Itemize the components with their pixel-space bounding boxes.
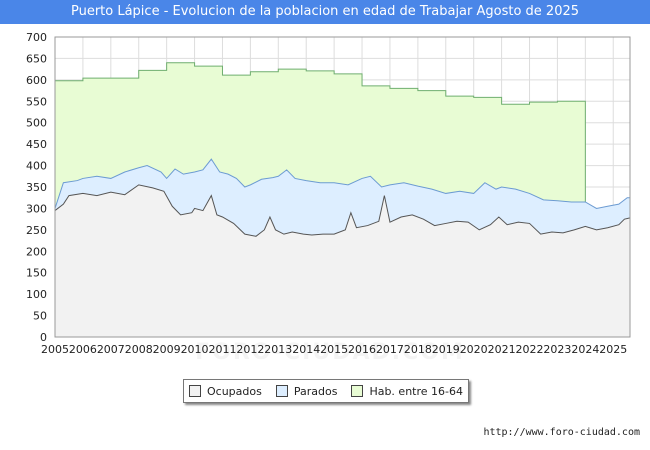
x-axis: 2005 2006 2007 2008 2009 2010 2011 2012 2013 2014… — [41, 343, 627, 356]
x-tick-label: 2019 — [432, 343, 460, 356]
x-tick-label: 2020 — [460, 343, 488, 356]
y-tick-label: 600 — [26, 74, 47, 87]
x-tick-label: 2025 — [599, 343, 627, 356]
x-tick-label: 2015 — [320, 343, 348, 356]
x-tick-label: 2008 — [125, 343, 153, 356]
legend-item-parados: Parados — [275, 384, 338, 398]
y-tick-label: 100 — [26, 288, 47, 301]
x-tick-label: 2014 — [292, 343, 320, 356]
y-axis: 0 50 100 150 200 250 300 350 400 450 500 550 600 650 7… — [26, 31, 47, 344]
legend-swatch-ocupados — [188, 385, 201, 397]
x-tick-label: 2018 — [404, 343, 432, 356]
legend-label-parados: Parados — [293, 384, 338, 398]
y-tick-label: 550 — [26, 95, 47, 108]
x-tick-label: 2017 — [376, 343, 404, 356]
watermark: FORO-CIUDAD.COM — [130, 340, 530, 365]
chart-title: Puerto Lápice - Evolucion de la poblacio… — [0, 0, 650, 24]
y-tick-label: 200 — [26, 245, 47, 258]
series-areas — [54, 62, 631, 337]
y-tick-label: 250 — [26, 224, 47, 237]
y-tick-label: 300 — [26, 202, 47, 215]
x-tick-label: 2011 — [208, 343, 236, 356]
y-tick-label: 650 — [26, 52, 47, 65]
ocupados-area — [55, 184, 630, 337]
legend-swatch-parados — [275, 385, 288, 397]
x-tick-label: 2009 — [153, 343, 181, 356]
legend-swatch-hab — [351, 385, 364, 397]
x-tick-label: 2024 — [571, 343, 599, 356]
x-tick-label: 2010 — [181, 343, 209, 356]
legend-item-hab: Hab. entre 16-64 — [351, 385, 463, 398]
x-tick-label: 2022 — [516, 343, 544, 356]
x-tick-label: 2006 — [69, 343, 97, 356]
ocupados-line — [54, 184, 631, 237]
x-tick-label: 2005 — [41, 343, 69, 356]
legend-label-ocupados: Ocupados — [206, 384, 262, 398]
x-tick-label: 2007 — [97, 343, 125, 356]
y-tick-label: 50 — [33, 310, 47, 323]
x-tick-label: 2023 — [543, 343, 571, 356]
plot-border — [54, 36, 631, 338]
hab-line — [55, 62, 586, 202]
y-tick-label: 500 — [26, 117, 47, 130]
x-tick-label: 2016 — [348, 343, 376, 356]
x-tick-label: 2021 — [488, 343, 516, 356]
y-tick-label: 400 — [26, 160, 47, 173]
legend: Ocupados Parados Hab. entre 16-64 — [183, 379, 469, 403]
x-tick-label: 2012 — [236, 343, 264, 356]
y-tick-label: 350 — [26, 181, 47, 194]
y-tick-label: 150 — [26, 267, 47, 280]
source-url[interactable]: http://www.foro-ciudad.com — [483, 427, 640, 438]
parados-line — [54, 158, 630, 209]
y-tick-label: 450 — [26, 138, 47, 151]
y-tick-label: 0 — [40, 331, 47, 344]
legend-item-ocupados: Ocupados — [188, 384, 262, 398]
y-tick-label: 700 — [26, 31, 47, 44]
legend-label-hab: Hab. entre 16-64 — [369, 384, 463, 398]
x-tick-label: 2013 — [264, 343, 292, 356]
